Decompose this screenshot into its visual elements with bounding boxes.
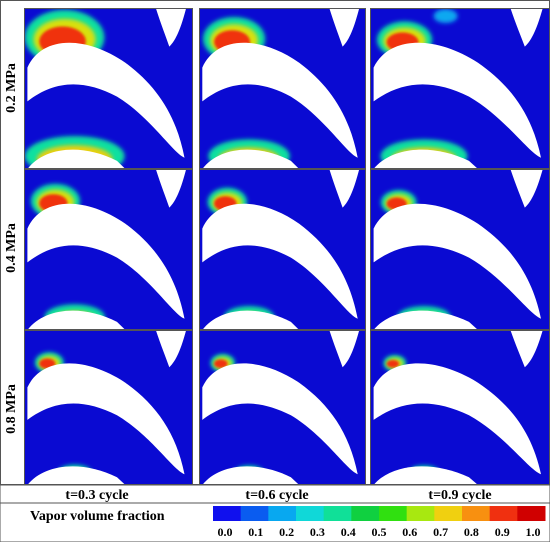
- blade-main: [202, 363, 358, 475]
- blade-lower: [202, 149, 300, 169]
- row-label-2: 0.8 MPa: [4, 384, 19, 434]
- blade-lower: [373, 310, 478, 330]
- panel-r0-c1: [199, 8, 366, 169]
- blade-tip-upper: [329, 8, 360, 47]
- panel-r1-c1: [199, 169, 366, 330]
- column-label-1: t=0.6 cycle: [245, 488, 308, 503]
- colorbar-ticks: 0.0 0.1 0.2 0.3 0.4 0.5 0.6 0.7 0.8 0.9 1.0: [218, 525, 541, 539]
- blade-lower: [202, 310, 300, 330]
- panel-r0-c0: [24, 8, 193, 169]
- panel-border: [24, 169, 193, 330]
- blade-lower: [27, 149, 126, 169]
- colorbar-tick-label: 0.9: [495, 525, 510, 539]
- panel-r2-c1: [199, 330, 366, 485]
- colorbar-tick-label: 0.6: [402, 525, 417, 539]
- colorbar-swatch: [517, 506, 546, 521]
- colorbar-swatch: [296, 506, 325, 521]
- blade-main: [202, 42, 358, 158]
- panel-border: [199, 8, 366, 169]
- colorbar-tick-label: 0.4: [341, 525, 356, 539]
- blade-tip-upper: [510, 8, 543, 47]
- blade-tip-upper: [510, 330, 543, 368]
- colorbar-tick-label: 0.5: [372, 525, 387, 539]
- column-label-0: t=0.3 cycle: [65, 488, 128, 503]
- blade-main: [373, 203, 541, 319]
- blade-lower: [27, 310, 126, 330]
- panel-r0-c2: [370, 8, 550, 169]
- colorbar-tick-label: 0.1: [248, 525, 263, 539]
- blade-tip-upper: [155, 330, 187, 368]
- colorbar-swatches: [213, 506, 546, 521]
- colorbar-tick-label: 1.0: [526, 525, 541, 539]
- row-label-1: 0.4 MPa: [4, 223, 19, 273]
- colorbar-swatch: [213, 506, 242, 521]
- colorbar-tick-label: 0.8: [464, 525, 479, 539]
- blade-tip-upper: [329, 169, 360, 208]
- column-labels: t=0.3 cycle t=0.6 cycle t=0.9 cycle: [0, 484, 550, 504]
- blade-lower: [373, 149, 478, 169]
- colorbar-swatch: [379, 506, 408, 521]
- colorbar-swatch: [323, 506, 352, 521]
- colorbar-swatch: [268, 506, 297, 521]
- panel-border: [199, 169, 366, 330]
- colorbar-swatch: [462, 506, 491, 521]
- colorbar-title: Vapor volume fraction: [30, 509, 165, 524]
- panel-border: [24, 8, 193, 169]
- blade-main: [27, 203, 185, 319]
- blade-tip-upper: [329, 330, 360, 368]
- blade-main: [27, 42, 185, 158]
- colorbar-swatch: [489, 506, 518, 521]
- blade-main: [373, 363, 541, 475]
- blade-lower: [202, 466, 300, 485]
- blade-lower: [27, 466, 126, 485]
- colorbar-tick-label: 0.2: [279, 525, 294, 539]
- colorbar-swatch: [240, 506, 269, 521]
- blade-lower: [373, 466, 478, 485]
- colorbar-swatch: [434, 506, 463, 521]
- blade-main: [202, 203, 358, 319]
- colorbar-tick-label: 0.3: [310, 525, 325, 539]
- blade-main: [373, 42, 541, 158]
- panel-r2-c0: [24, 330, 193, 485]
- contour-panels: [0, 0, 550, 485]
- panel-r1-c2: [370, 169, 550, 330]
- blade-tip-upper: [510, 169, 543, 208]
- colorbar-tick-label: 0.7: [433, 525, 448, 539]
- blade-tip-upper: [155, 8, 187, 47]
- colorbar: Vapor volume fraction 0.0 0.1 0.2 0.3 0.4 0.5…: [0, 502, 550, 542]
- colorbar-tick-label: 0.0: [218, 525, 233, 539]
- panel-r2-c2: [370, 330, 550, 485]
- panel-r1-c0: [24, 169, 193, 330]
- blade-main: [27, 363, 185, 475]
- blade-tip-upper: [155, 169, 187, 208]
- colorbar-swatch: [351, 506, 380, 521]
- row-labels: 0.2 MPa 0.4 MPa 0.8 MPa: [4, 63, 19, 434]
- colorbar-swatch: [406, 506, 435, 521]
- row-label-0: 0.2 MPa: [4, 63, 19, 113]
- column-label-2: t=0.9 cycle: [428, 488, 491, 503]
